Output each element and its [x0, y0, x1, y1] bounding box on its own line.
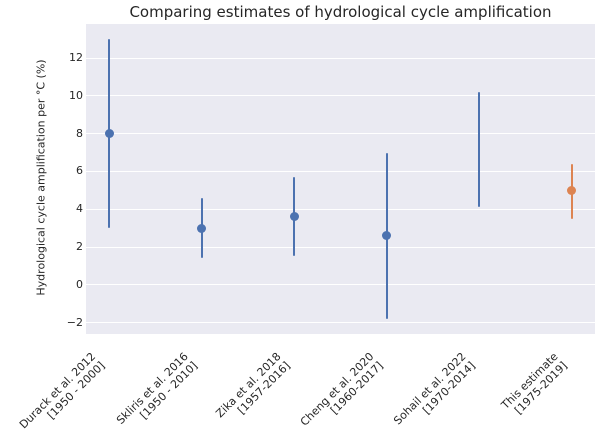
- x-tick-label-sohail-et-al-2022: Sohail et al. 2022 [1970-2014]: [391, 350, 478, 437]
- x-tick-label-name: Durack et al. 2012: [17, 350, 99, 432]
- gridline-y-2: [86, 246, 595, 248]
- y-tick-label--2: −2: [66, 315, 83, 329]
- gridline-y-10: [86, 95, 595, 97]
- gridline-y-12: [86, 57, 595, 59]
- y-tick-label-8: 8: [76, 126, 83, 140]
- data-point-cheng-et-al-2020: [382, 231, 392, 241]
- y-tick-label-2: 2: [76, 240, 83, 254]
- x-tick-label-durack-et-al-2012: Durack et al. 2012 [1950 - 2000]: [17, 350, 107, 440]
- gridline-y--2: [86, 322, 595, 324]
- chart-title: Comparing estimates of hydrological cycl…: [129, 3, 552, 21]
- y-tick-label-6: 6: [76, 164, 83, 178]
- y-tick-label-0: 0: [76, 277, 83, 291]
- gridline-y-6: [86, 170, 595, 172]
- y-tick-label-12: 12: [69, 51, 83, 65]
- y-tick-label-4: 4: [76, 202, 83, 216]
- x-tick-label-cheng-et-al-2020: Cheng et al. 2020 [1960-2017]: [297, 350, 385, 438]
- gridline-y-4: [86, 208, 595, 210]
- y-tick-label-10: 10: [69, 88, 83, 102]
- data-point-durack-et-al-2012: [104, 129, 114, 139]
- x-tick-label-skliris-et-al-2016: Skliris et al. 2016 [1950 - 2010]: [114, 350, 200, 436]
- plot-area: [86, 24, 595, 334]
- gridline-y-8: [86, 133, 595, 135]
- x-tick-label-zika-et-al-2018: Zika et al. 2018 [1957-2016]: [213, 350, 292, 429]
- data-point-this-estimate: [567, 185, 577, 195]
- errorbar-sohail-et-al-2022: [478, 92, 481, 208]
- data-point-skliris-et-al-2016: [197, 223, 207, 233]
- x-tick-label-this-estimate: This estimate [1975-2019]: [499, 350, 570, 421]
- data-point-zika-et-al-2018: [289, 212, 299, 222]
- gridline-y-0: [86, 284, 595, 286]
